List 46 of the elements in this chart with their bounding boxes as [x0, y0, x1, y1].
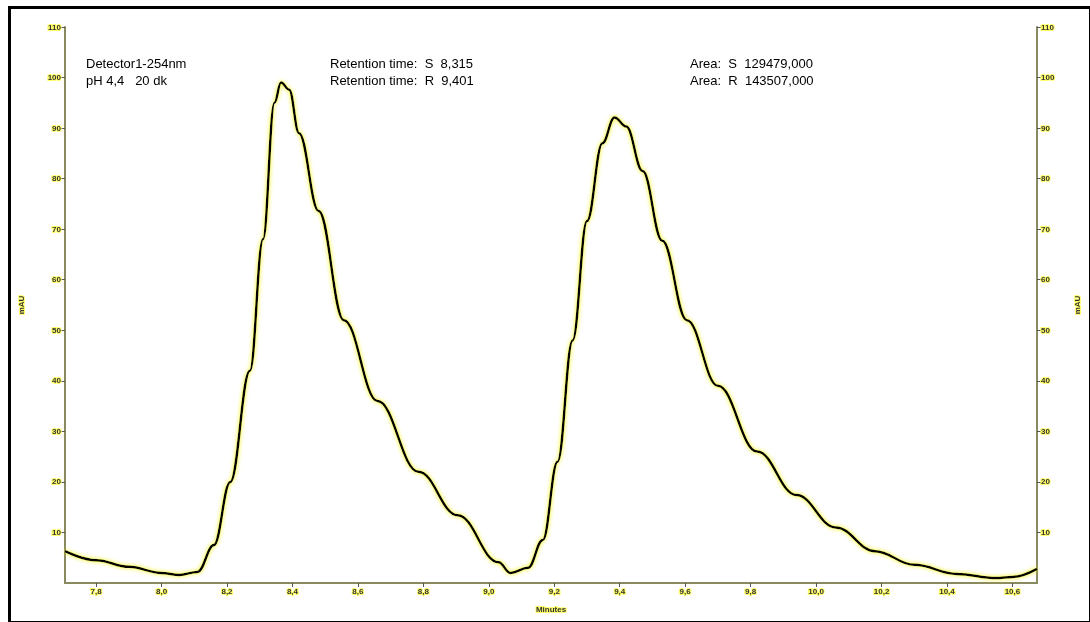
- y2-tick-label: 70: [1041, 224, 1051, 234]
- y-tick-label: 30: [52, 426, 62, 436]
- y-tick-label: 20: [52, 477, 62, 487]
- x-tick-label: 8,4: [286, 586, 299, 596]
- y2-tick-label: 110: [1041, 22, 1055, 32]
- y-tick-label: 110: [48, 22, 62, 32]
- y-tick-label: 10: [52, 527, 62, 537]
- x-tick-label: 10,4: [939, 586, 956, 596]
- annotation: Retention time: S 8,315: [330, 56, 474, 71]
- annotation: Area: S 129479,000: [690, 56, 813, 71]
- y2-tick-label: 10: [1041, 527, 1051, 537]
- x-tick-label: 10,6: [1004, 586, 1021, 596]
- x-tick-label: 8,0: [155, 586, 168, 596]
- x-tick-label: 9,0: [483, 586, 495, 596]
- y-tick-label: 40: [52, 376, 62, 386]
- y2-tick-label: 60: [1041, 275, 1051, 285]
- y-tick-label: 90: [52, 123, 62, 133]
- y2-tick-label: 20: [1041, 477, 1051, 487]
- annotation: Area: R 143507,000: [690, 73, 814, 88]
- x-tick-label: 9,6: [679, 586, 692, 596]
- x-axis-title: Minutes: [535, 604, 567, 614]
- y-tick-label: 100: [47, 73, 62, 83]
- x-tick-label: 9,2: [548, 586, 561, 596]
- y2-tick-label: 90: [1041, 123, 1051, 133]
- y2-tick-label: 80: [1041, 174, 1051, 184]
- x-tick-label: 9,4: [614, 586, 626, 596]
- y2-tick-label: 100: [1041, 73, 1055, 83]
- y-tick-label: 70: [52, 224, 62, 234]
- y-tick-label: 50: [52, 325, 62, 335]
- y2-tick-label: 40: [1041, 376, 1051, 386]
- x-tick-label: 10,2: [873, 586, 890, 596]
- y2-axis-title: mAU: [1072, 295, 1082, 315]
- x-tick-label: 7,8: [90, 586, 103, 596]
- x-tick-label: 10,0: [808, 586, 825, 596]
- annotation: Retention time: R 9,401: [330, 73, 474, 88]
- y-tick-label: 60: [52, 275, 62, 285]
- x-tick-label: 9,8: [745, 586, 757, 596]
- annotation: Detector1-254nm: [86, 56, 187, 71]
- y2-tick-label: 50: [1041, 325, 1051, 335]
- y2-tick-label: 30: [1041, 426, 1051, 436]
- x-tick-label: 8,8: [417, 586, 430, 596]
- x-tick-label: 8,6: [352, 586, 365, 596]
- y-axis-title: mAU: [16, 295, 26, 315]
- annotation: pH 4,4 20 dk: [86, 73, 168, 88]
- x-tick-label: 8,2: [221, 586, 234, 596]
- y-tick-label: 80: [52, 174, 62, 184]
